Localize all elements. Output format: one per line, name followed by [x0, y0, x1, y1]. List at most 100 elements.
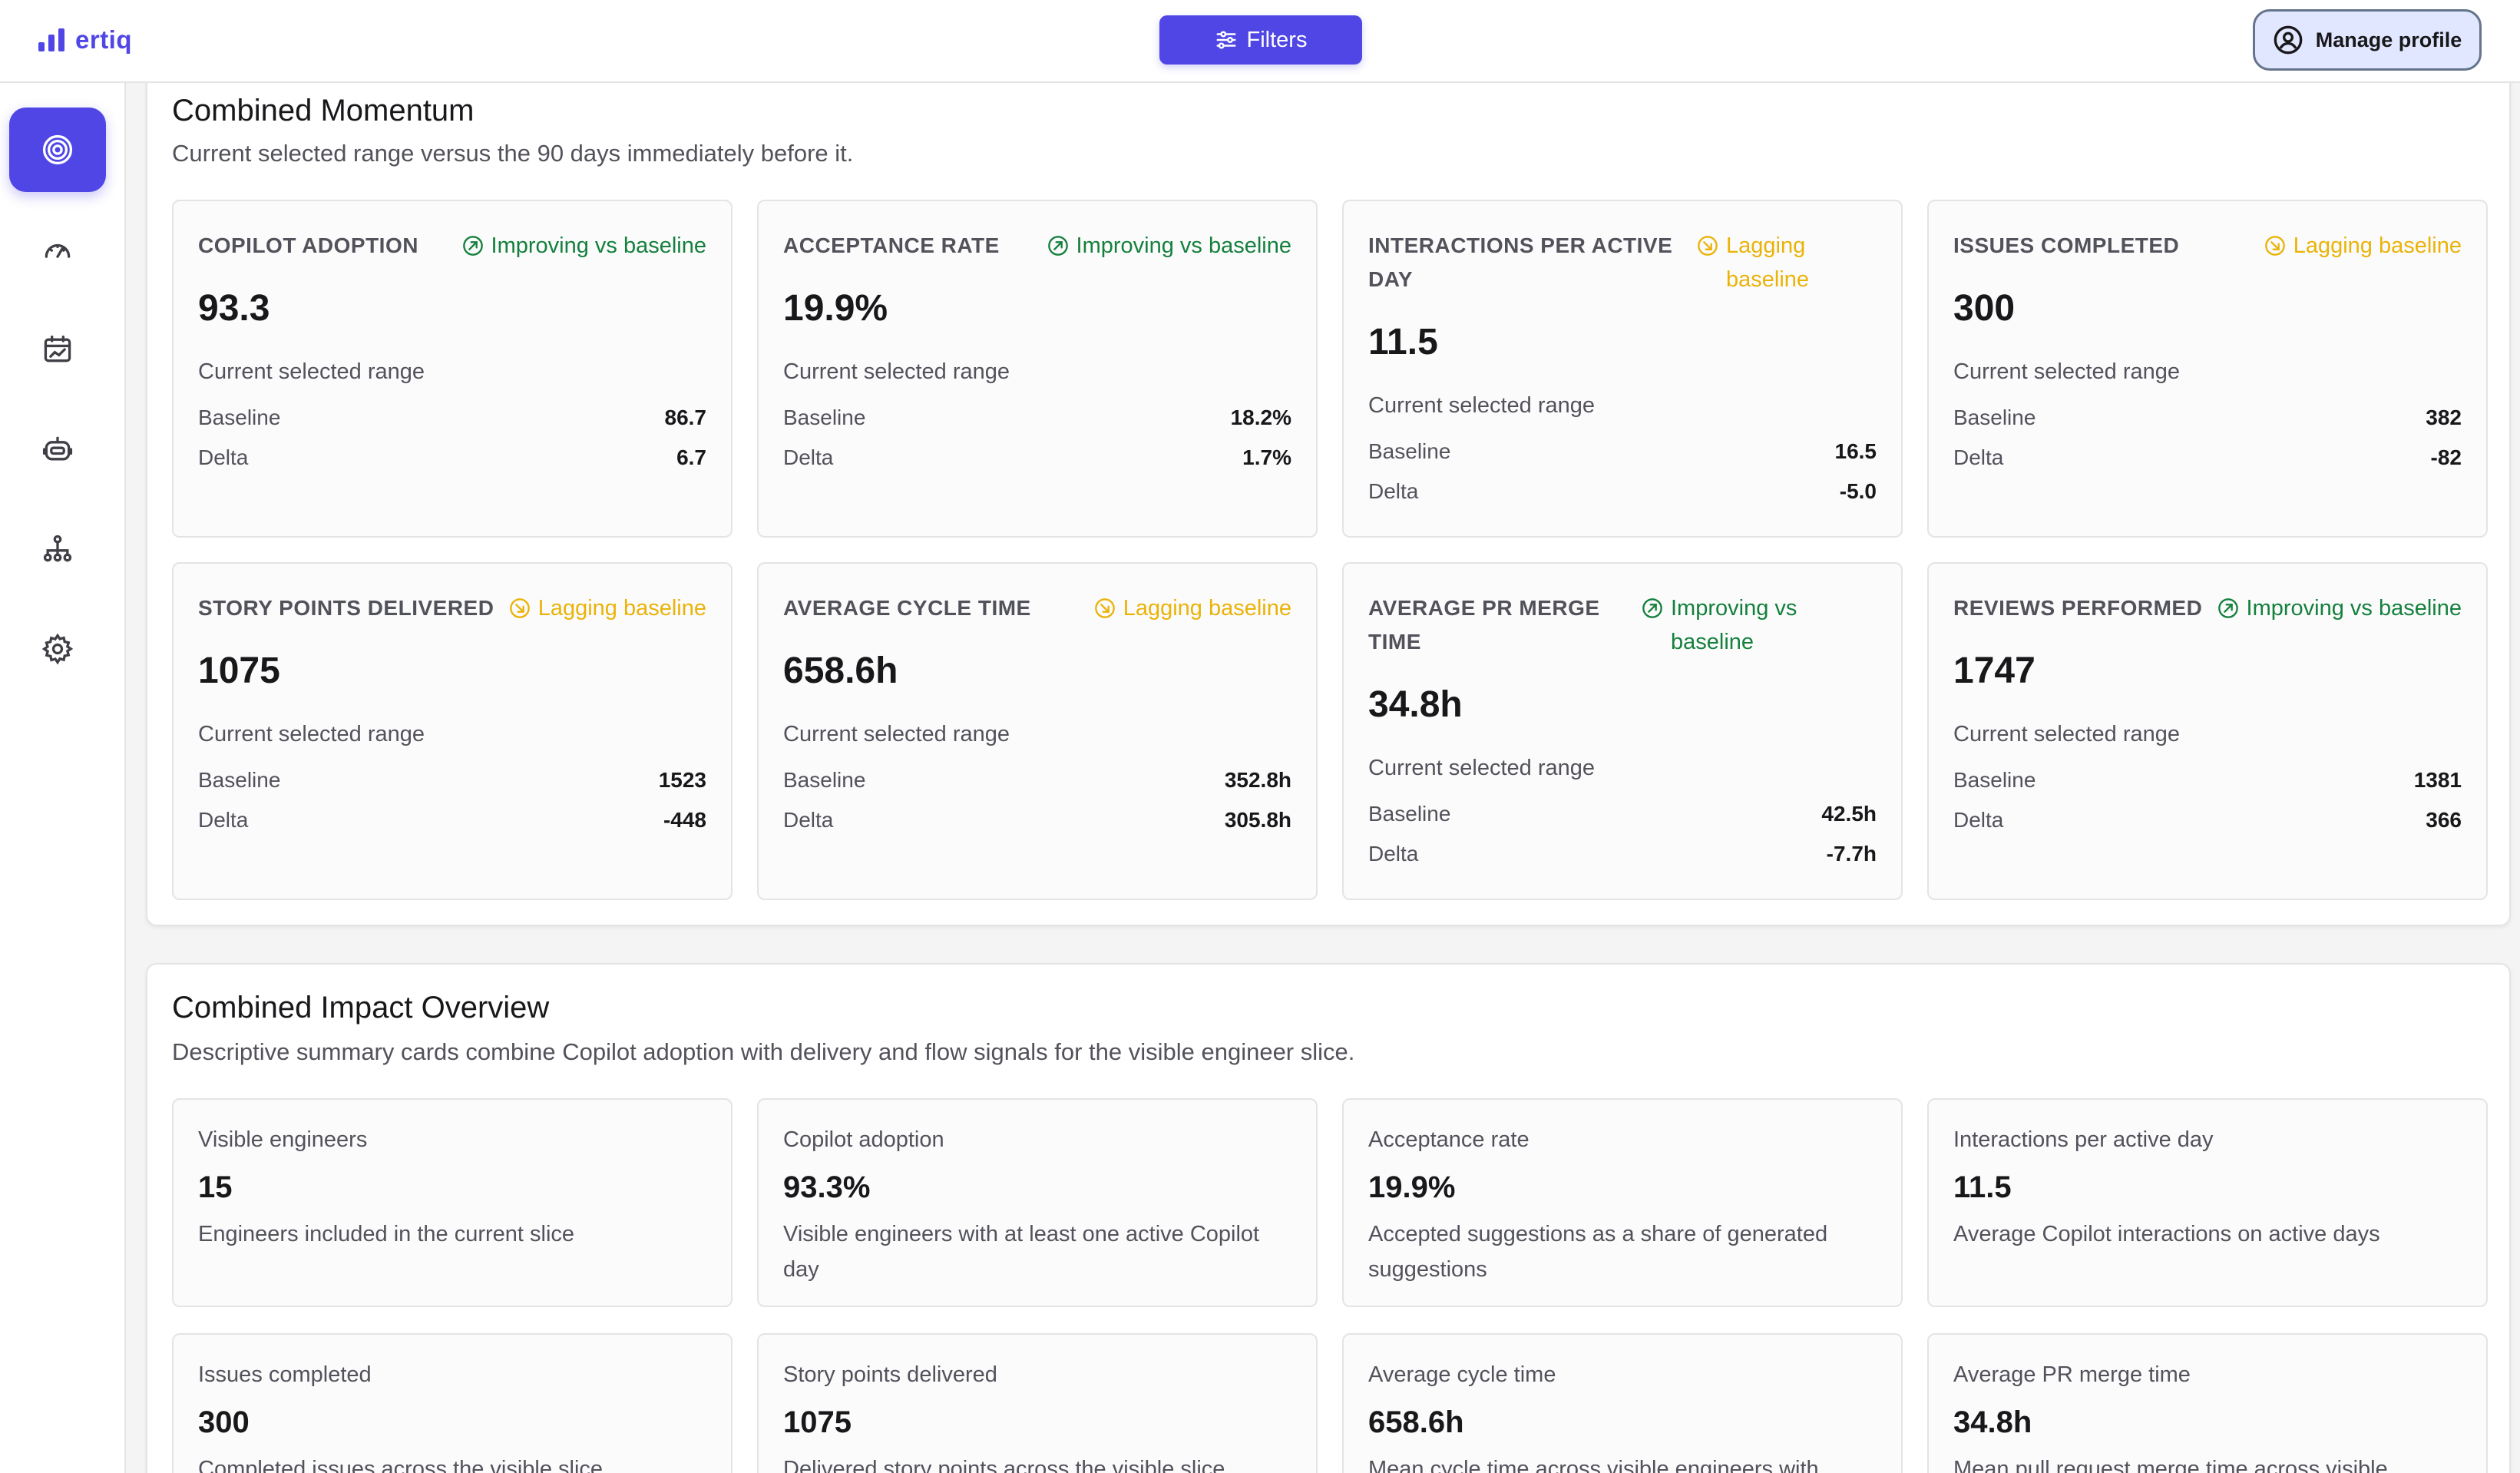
- delta-label: Delta: [1368, 842, 1419, 866]
- impact-card-desc: Delivered story points across the visibl…: [783, 1457, 1225, 1473]
- sidebar-item-teams[interactable]: [9, 507, 106, 591]
- delta-value: -448: [663, 808, 706, 832]
- impact-card-desc: Visible engineers with at least one acti…: [783, 1222, 1260, 1282]
- card-value: 1747: [1953, 650, 2036, 691]
- momentum-card-reviews-performed: REVIEWS PERFORMED Improving vs baseline …: [1927, 562, 2488, 900]
- bar-chart-logo-icon: [38, 28, 64, 51]
- status-text: Lagging baseline: [537, 596, 706, 621]
- momentum-subtitle: Current selected range versus the 90 day…: [172, 140, 854, 167]
- trend-down-icon: [509, 598, 530, 618]
- impact-card-desc: Mean cycle time across visible engineers…: [1368, 1457, 1819, 1473]
- sidebar-item-overview[interactable]: [9, 108, 106, 192]
- status-text: Improving vs baseline: [2246, 596, 2462, 621]
- card-label: AVERAGE PR MERGE TIME: [1368, 596, 1600, 654]
- manage-profile-button[interactable]: Manage profile: [2253, 9, 2482, 71]
- impact-card-desc: Accepted suggestions as a share of gener…: [1368, 1222, 1828, 1282]
- status-badge: Lagging baseline: [1094, 591, 1291, 625]
- status-badge: Lagging baseline: [2264, 229, 2462, 263]
- manage-profile-label: Manage profile: [2315, 28, 2462, 51]
- momentum-title: Combined Momentum: [172, 94, 475, 127]
- status-text: Lagging baseline: [1726, 233, 1810, 292]
- impact-card-desc: Engineers included in the current slice: [198, 1222, 575, 1246]
- momentum-card-story-points: STORY POINTS DELIVERED Lagging baseline …: [172, 562, 733, 900]
- trend-up-icon: [1047, 236, 1068, 256]
- baseline-label: Baseline: [1368, 802, 1451, 826]
- trend-down-icon: [1698, 236, 1718, 256]
- delta-value: 366: [2426, 808, 2462, 832]
- impact-card-desc: Completed issues across the visible slic…: [198, 1457, 604, 1473]
- card-value: 1075: [198, 650, 280, 691]
- logo[interactable]: ertiq: [38, 23, 132, 57]
- card-value: 658.6h: [783, 650, 898, 691]
- impact-card-value: 300: [198, 1405, 250, 1439]
- status-badge: Improving vs baseline: [2217, 591, 2462, 625]
- delta-value: -7.7h: [1826, 842, 1877, 866]
- impact-card-issues-completed: Issues completed 300 Completed issues ac…: [172, 1333, 733, 1473]
- baseline-value: 16.5: [1834, 439, 1877, 463]
- status-text: Improving vs baseline: [491, 233, 706, 258]
- impact-card-label: Average cycle time: [1368, 1362, 1556, 1387]
- impact-card-pr-merge-time: Average PR merge time 34.8h Mean pull re…: [1927, 1333, 2488, 1473]
- card-label: REVIEWS PERFORMED: [1953, 596, 2203, 620]
- delta-value: -82: [2430, 445, 2462, 469]
- baseline-label: Baseline: [198, 768, 281, 792]
- sidebar-item-copilot[interactable]: [9, 407, 106, 492]
- status-badge: Improving vs baseline: [462, 229, 706, 263]
- impact-card-story-points: Story points delivered 1075 Delivered st…: [757, 1333, 1318, 1473]
- trend-up-icon: [462, 236, 483, 256]
- filters-button[interactable]: Filters: [1159, 15, 1362, 65]
- impact-title: Combined Impact Overview: [172, 991, 550, 1024]
- momentum-card-acceptance-rate: ACCEPTANCE RATE Improving vs baseline 19…: [757, 200, 1318, 538]
- baseline-value: 1523: [658, 768, 706, 792]
- card-caption: Current selected range: [198, 722, 425, 746]
- card-label: ACCEPTANCE RATE: [783, 233, 1000, 257]
- user-circle-icon: [2274, 25, 2303, 55]
- logo-text: ertiq: [75, 25, 133, 54]
- baseline-label: Baseline: [1368, 439, 1451, 463]
- baseline-value: 352.8h: [1224, 768, 1291, 792]
- target-icon: [42, 134, 73, 165]
- trend-down-icon: [2264, 236, 2285, 256]
- status-badge: Lagging baseline: [1697, 229, 1866, 296]
- filters-label: Filters: [1246, 27, 1308, 52]
- card-caption: Current selected range: [1953, 359, 2180, 384]
- card-label: COPILOT ADOPTION: [198, 233, 418, 257]
- impact-card-label: Copilot adoption: [783, 1127, 944, 1152]
- delta-label: Delta: [783, 445, 834, 469]
- baseline-value: 1381: [2413, 768, 2462, 792]
- baseline-label: Baseline: [783, 768, 866, 792]
- delta-label: Delta: [198, 445, 249, 469]
- status-text: Improving vs baseline: [1671, 596, 1797, 654]
- card-label: AVERAGE CYCLE TIME: [783, 596, 1031, 620]
- impact-card-label: Visible engineers: [198, 1127, 368, 1152]
- delta-label: Delta: [1953, 808, 2004, 832]
- impact-card-value: 19.9%: [1368, 1170, 1456, 1204]
- gear-icon: [41, 633, 74, 665]
- delta-value: -5.0: [1839, 479, 1877, 503]
- baseline-value: 86.7: [664, 405, 707, 429]
- sidebar-item-dashboard[interactable]: [9, 207, 106, 292]
- impact-card-label: Story points delivered: [783, 1362, 997, 1387]
- trend-up-icon: [1642, 598, 1662, 618]
- baseline-value: 382: [2426, 405, 2462, 429]
- impact-card-acceptance-rate: Acceptance rate 19.9% Accepted suggestio…: [1342, 1098, 1903, 1307]
- card-caption: Current selected range: [783, 722, 1010, 746]
- impact-card-interactions: Interactions per active day 11.5 Average…: [1927, 1098, 2488, 1307]
- impact-card-label: Issues completed: [198, 1362, 372, 1387]
- sidebar: [0, 83, 126, 1473]
- impact-subtitle: Descriptive summary cards combine Copilo…: [172, 1038, 1355, 1065]
- trend-down-icon: [1094, 598, 1115, 618]
- impact-card-desc: Mean pull request merge time across visi…: [1953, 1457, 2388, 1473]
- delta-label: Delta: [198, 808, 249, 832]
- org-chart-icon: [43, 535, 72, 562]
- impact-card-cycle-time: Average cycle time 658.6h Mean cycle tim…: [1342, 1333, 1903, 1473]
- impact-card-label: Interactions per active day: [1953, 1127, 2214, 1152]
- sidebar-item-calendar[interactable]: [9, 307, 106, 392]
- status-badge: Improving vs baseline: [1642, 591, 1880, 659]
- status-badge: Improving vs baseline: [1047, 229, 1291, 263]
- baseline-label: Baseline: [198, 405, 281, 429]
- delta-label: Delta: [1368, 479, 1419, 503]
- sidebar-item-settings[interactable]: [9, 607, 106, 691]
- baseline-label: Baseline: [1953, 768, 2036, 792]
- impact-card-value: 11.5: [1953, 1170, 2012, 1204]
